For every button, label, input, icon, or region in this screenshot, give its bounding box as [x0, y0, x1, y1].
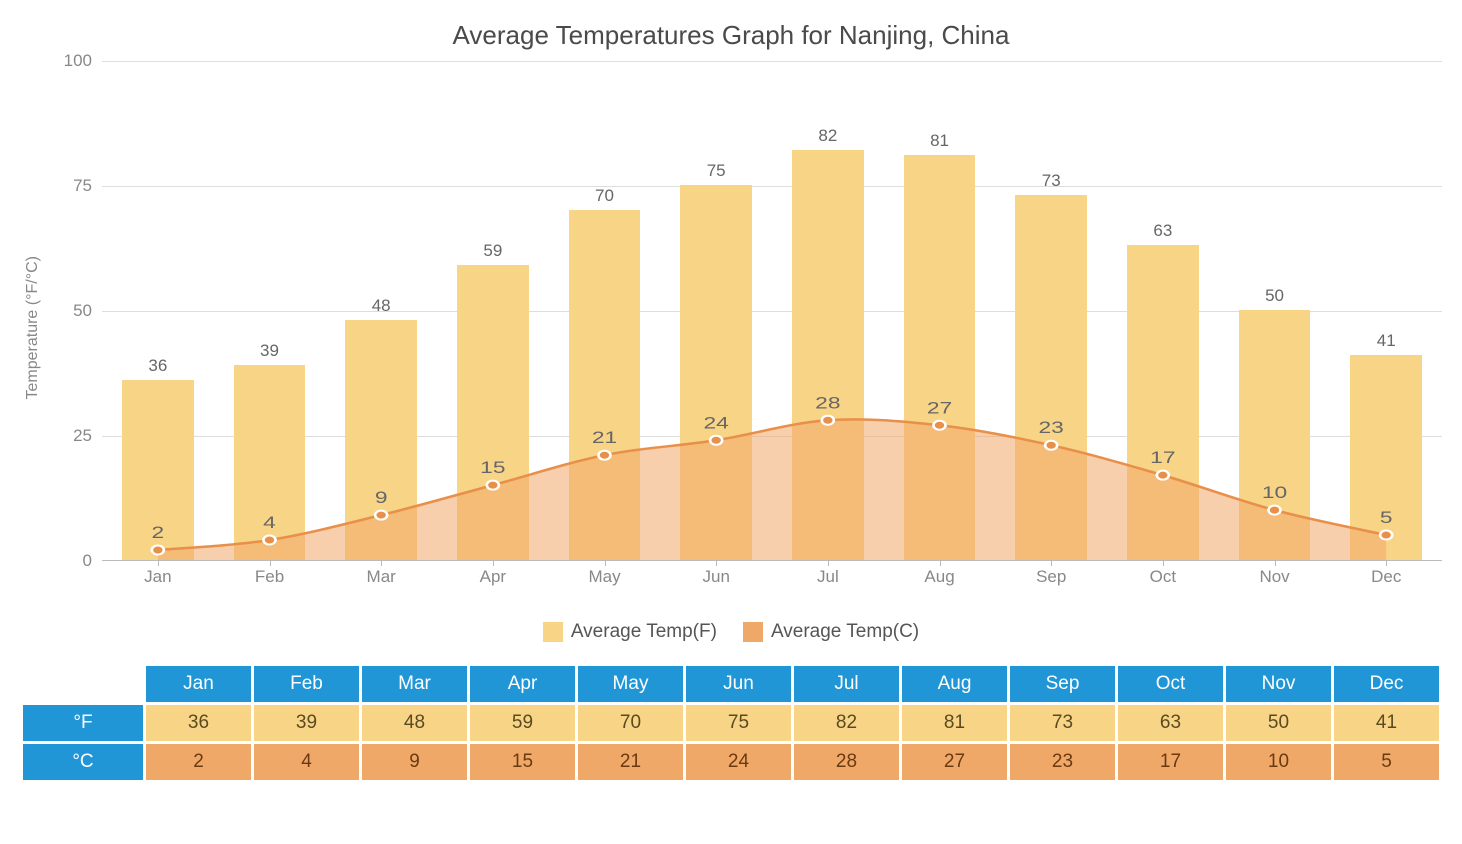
table-cell: 23 [1010, 744, 1115, 780]
table-row-label: °F [23, 705, 143, 741]
table-header-cell: Oct [1118, 666, 1223, 702]
x-tick-label: Aug [884, 561, 996, 595]
area-fill [158, 419, 1386, 560]
table-cell: 28 [794, 744, 899, 780]
table-header-cell: Jan [146, 666, 251, 702]
table-row: °C24915212428272317105 [23, 744, 1439, 780]
chart-container: Average Temperatures Graph for Nanjing, … [20, 20, 1442, 783]
plot-area: 363948597075828173635041 249152124282723… [102, 61, 1442, 561]
table-header-cell: Sep [1010, 666, 1115, 702]
legend: Average Temp(F) Average Temp(C) [20, 621, 1442, 643]
line-value-label: 23 [1038, 419, 1063, 438]
legend-item[interactable]: Average Temp(C) [743, 621, 919, 643]
x-tick-label: Dec [1330, 561, 1442, 595]
table-header-cell: May [578, 666, 683, 702]
area-series: 24915212428272317105 [102, 61, 1442, 560]
table-header-cell: Dec [1334, 666, 1439, 702]
line-value-label: 28 [815, 394, 840, 413]
table-cell: 50 [1226, 705, 1331, 741]
table-cell: 17 [1118, 744, 1223, 780]
x-tick-label: May [549, 561, 661, 595]
table-cell: 82 [794, 705, 899, 741]
data-table: JanFebMarAprMayJunJulAugSepOctNovDec°F36… [20, 663, 1442, 783]
line-value-label: 4 [263, 514, 276, 533]
chart-title: Average Temperatures Graph for Nanjing, … [20, 20, 1442, 51]
table-header-cell: Jul [794, 666, 899, 702]
table-cell: 39 [254, 705, 359, 741]
line-marker [710, 436, 722, 445]
table-cell: 10 [1226, 744, 1331, 780]
legend-label: Average Temp(F) [571, 621, 717, 643]
chart-plot-wrap: Temperature (°F/°C) 0255075100 363948597… [20, 61, 1442, 595]
legend-swatch [543, 622, 563, 642]
table-cell: 15 [470, 744, 575, 780]
table-cell: 81 [902, 705, 1007, 741]
line-value-label: 2 [151, 524, 164, 543]
legend-swatch [743, 622, 763, 642]
table-cell: 27 [902, 744, 1007, 780]
line-value-label: 27 [927, 399, 952, 418]
table-cell: 73 [1010, 705, 1115, 741]
line-value-label: 17 [1150, 449, 1175, 468]
line-value-label: 15 [480, 459, 505, 478]
x-tick-label: Mar [325, 561, 437, 595]
line-value-label: 21 [592, 429, 617, 448]
table-cell: 48 [362, 705, 467, 741]
table-cell: 4 [254, 744, 359, 780]
table-cell: 21 [578, 744, 683, 780]
line-marker [152, 546, 164, 555]
x-tick-label: Sep [995, 561, 1107, 595]
x-tick-label: Jun [660, 561, 772, 595]
y-axis-label: Temperature (°F/°C) [20, 256, 46, 400]
table-cell: 63 [1118, 705, 1223, 741]
line-marker [1045, 441, 1057, 450]
line-marker [1268, 506, 1280, 515]
line-value-label: 5 [1380, 509, 1393, 528]
line-marker [933, 421, 945, 430]
line-value-label: 24 [703, 414, 728, 433]
x-tick-label: Apr [437, 561, 549, 595]
x-axis-ticks: JanFebMarAprMayJunJulAugSepOctNovDec [102, 561, 1442, 595]
table-cell: 9 [362, 744, 467, 780]
x-tick-label: Jan [102, 561, 214, 595]
legend-item[interactable]: Average Temp(F) [543, 621, 717, 643]
line-marker [263, 536, 275, 545]
line-value-label: 9 [375, 489, 388, 508]
table-cell: 70 [578, 705, 683, 741]
line-marker [1380, 531, 1392, 540]
line-value-label: 10 [1262, 484, 1287, 503]
line-marker [598, 451, 610, 460]
table-header-cell: Mar [362, 666, 467, 702]
line-marker [822, 416, 834, 425]
x-tick-label: Nov [1219, 561, 1331, 595]
table-header-cell: Aug [902, 666, 1007, 702]
line-marker [487, 481, 499, 490]
x-tick-label: Jul [772, 561, 884, 595]
table-header-cell: Jun [686, 666, 791, 702]
table-cell: 5 [1334, 744, 1439, 780]
legend-label: Average Temp(C) [771, 621, 919, 643]
y-axis-ticks: 0255075100 [46, 61, 102, 561]
table-cell: 41 [1334, 705, 1439, 741]
table-header-cell: Feb [254, 666, 359, 702]
table-cell: 24 [686, 744, 791, 780]
table-row: °F363948597075828173635041 [23, 705, 1439, 741]
line-marker [375, 511, 387, 520]
x-tick-label: Feb [214, 561, 326, 595]
line-marker [1157, 471, 1169, 480]
table-cell: 75 [686, 705, 791, 741]
table-cell: 59 [470, 705, 575, 741]
table-row-label: °C [23, 744, 143, 780]
table-cell: 36 [146, 705, 251, 741]
table-corner [23, 666, 143, 702]
x-tick-label: Oct [1107, 561, 1219, 595]
table-cell: 2 [146, 744, 251, 780]
table-header-cell: Nov [1226, 666, 1331, 702]
table-header-cell: Apr [470, 666, 575, 702]
